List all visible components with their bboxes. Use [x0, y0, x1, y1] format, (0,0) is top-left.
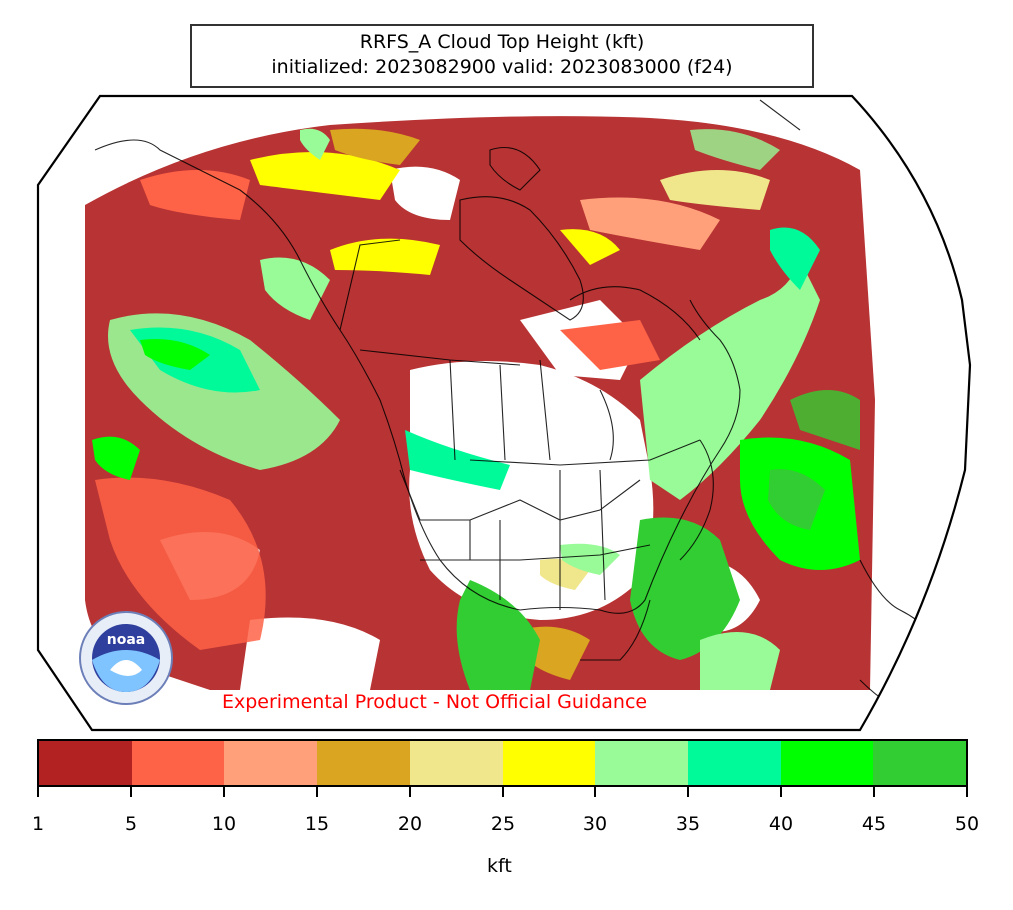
colorbar-tick-label: 20	[397, 813, 423, 835]
noaa-logo-text: noaa	[107, 632, 145, 648]
colorbar-tick-label: 1	[31, 813, 45, 835]
colorbar-tick	[687, 787, 689, 797]
colorbar-segment	[317, 741, 410, 785]
cloud-field	[85, 116, 875, 690]
colorbar-tick-label: 25	[490, 813, 516, 835]
colorbar-segment	[687, 741, 781, 785]
colorbar-segment	[502, 741, 596, 785]
map-panel	[36, 94, 972, 732]
colorbar-segment	[224, 741, 318, 785]
colorbar-tick-label: 30	[582, 813, 608, 835]
colorbar-unit-label: kft	[487, 855, 512, 877]
colorbar-tick	[223, 787, 225, 797]
colorbar-ticks: 1 5 10 15 20 25 30 35 40 45 50	[32, 787, 979, 834]
colorbar-tick-label: 40	[768, 813, 794, 835]
colorbar-segment	[131, 741, 225, 785]
colorbar-tick-label: 10	[211, 813, 237, 835]
colorbar-tick	[780, 787, 782, 797]
map-boundary	[36, 94, 972, 732]
map-title: RRFS_A Cloud Top Height (kft)	[359, 31, 645, 53]
colorbar-segment	[39, 741, 132, 785]
colorbar-tick-label: 45	[861, 813, 887, 835]
colorbar-segment	[409, 741, 503, 785]
colorbar-tick	[409, 787, 411, 797]
colorbar-tick	[966, 787, 968, 797]
colorbar-tick	[37, 787, 39, 797]
colorbar-tick-label: 5	[124, 813, 138, 835]
title-box: RRFS_A Cloud Top Height (kft) initialize…	[190, 24, 814, 88]
colorbar-segment	[595, 741, 688, 785]
colorbar-tick-label: 35	[675, 813, 701, 835]
disclaimer-text: Experimental Product - Not Official Guid…	[222, 691, 648, 713]
colorbar-segment	[780, 741, 874, 785]
colorbar-tick	[873, 787, 875, 797]
colorbar-tick	[502, 787, 504, 797]
noaa-logo: noaa	[79, 611, 173, 705]
colorbar-tick	[594, 787, 596, 797]
map-subtitle: initialized: 2023082900 valid: 202308300…	[271, 56, 733, 78]
colorbar	[37, 739, 968, 787]
colorbar-tick	[316, 787, 318, 797]
colorbar-segment	[873, 741, 967, 785]
colorbar-tick	[130, 787, 132, 797]
colorbar-tick-label: 15	[304, 813, 330, 835]
colorbar-tick-label: 50	[954, 813, 980, 835]
